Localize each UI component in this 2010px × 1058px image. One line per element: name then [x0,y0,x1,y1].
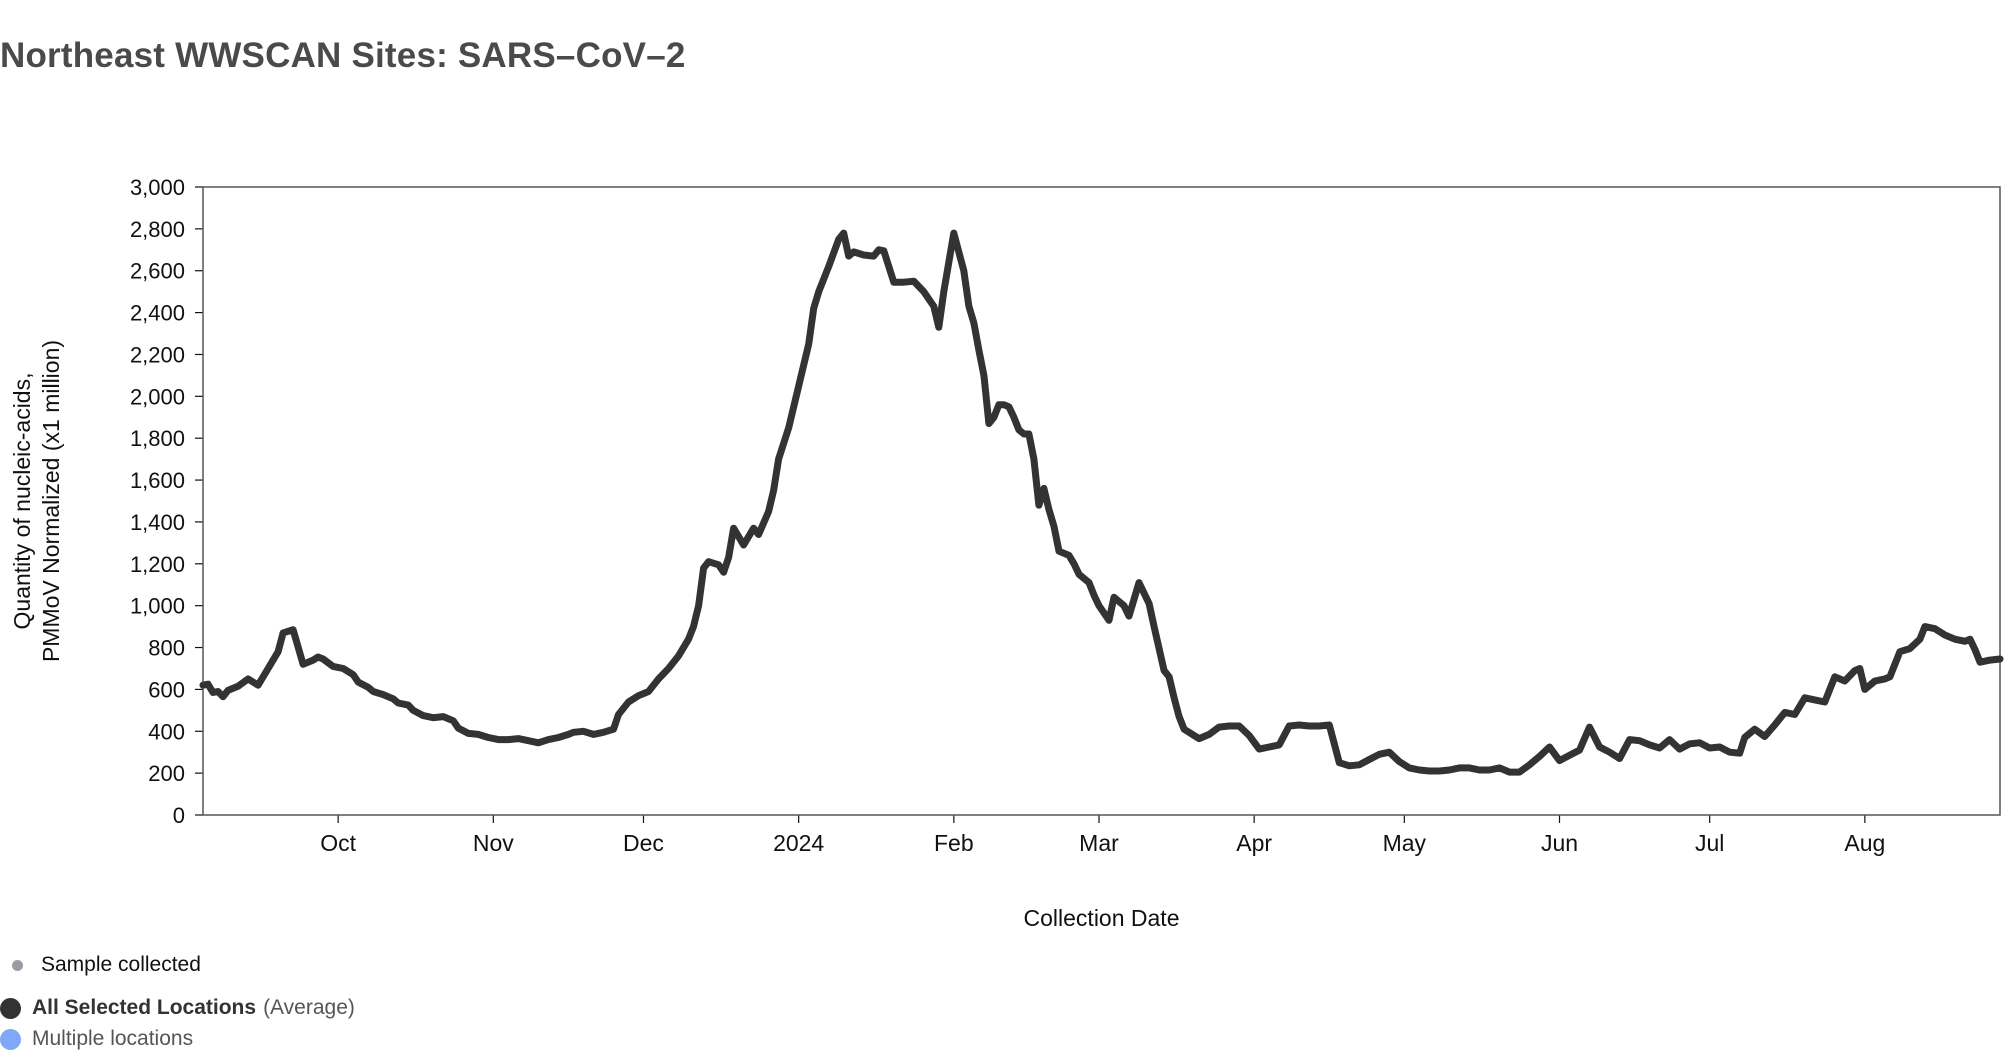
legend-multiple-locations[interactable]: Multiple locations [0,1027,193,1051]
y-tick-label: 1,800 [130,426,185,451]
average-dot-icon [0,997,21,1019]
legend-sample-label: Sample collected [41,953,201,976]
multiple-dot-icon [0,1028,21,1050]
y-tick-label: 600 [148,677,185,702]
y-tick-label: 2,000 [130,384,185,409]
x-tick-label: Dec [623,830,664,856]
legend-average-suffix: (Average) [263,996,355,1019]
x-tick-label: May [1383,830,1427,856]
y-tick-label: 2,600 [130,259,185,284]
y-axis-ticks: 0 200 400 600 800 1,000 1,200 1,400 1,600 1,800 2,… [130,175,203,828]
y-axis-label-line: PMMoV Normalized (x1 million) [38,340,64,662]
x-axis-label: Collection Date [1024,905,1180,931]
y-tick-label: 2,400 [130,301,185,326]
x-tick-label: Mar [1079,830,1119,856]
y-tick-label: 400 [148,719,185,744]
x-tick-label: Jul [1695,830,1724,856]
x-tick-label: Aug [1844,830,1885,856]
y-axis-label-line: Quantity of nucleic-acids, [9,373,35,630]
sample-dot-icon [12,959,23,971]
x-axis-ticks: Oct Nov Dec 2024 Feb Mar Apr May Jun Jul Aug [320,815,1885,856]
y-tick-label: 1,600 [130,468,185,493]
series-line-all-selected-locations [199,229,2004,776]
y-tick-label: 3,000 [130,175,185,200]
x-tick-label: Nov [473,830,514,856]
y-tick-label: 0 [173,803,185,828]
legend-multiple-label: Multiple locations [32,1027,194,1050]
y-axis-label: Quantity of nucleic-acids, PMMoV Normaliz… [9,340,64,662]
legend-sample-collected: Sample collected [0,953,201,977]
x-tick-label: Jun [1541,830,1578,856]
chart-title: Northeast WWSCAN Sites: SARS–CoV–2 [0,36,686,75]
plot-frame [202,186,2001,816]
y-tick-label: 1,400 [130,510,185,535]
series-layer [199,229,2004,776]
legend-all-selected-locations[interactable]: All Selected Locations (Average) [0,996,355,1020]
legend-average-label: All Selected Locations [32,996,257,1019]
y-tick-label: 200 [148,761,185,786]
x-tick-label: Apr [1236,830,1272,856]
y-tick-label: 1,000 [130,594,185,619]
x-tick-label: Oct [320,830,356,856]
y-tick-label: 2,800 [130,217,185,242]
x-tick-label: Feb [934,830,974,856]
y-tick-label: 1,200 [130,552,185,577]
y-tick-label: 800 [148,636,185,661]
x-tick-label: 2024 [773,830,824,856]
y-tick-label: 2,200 [130,342,185,367]
